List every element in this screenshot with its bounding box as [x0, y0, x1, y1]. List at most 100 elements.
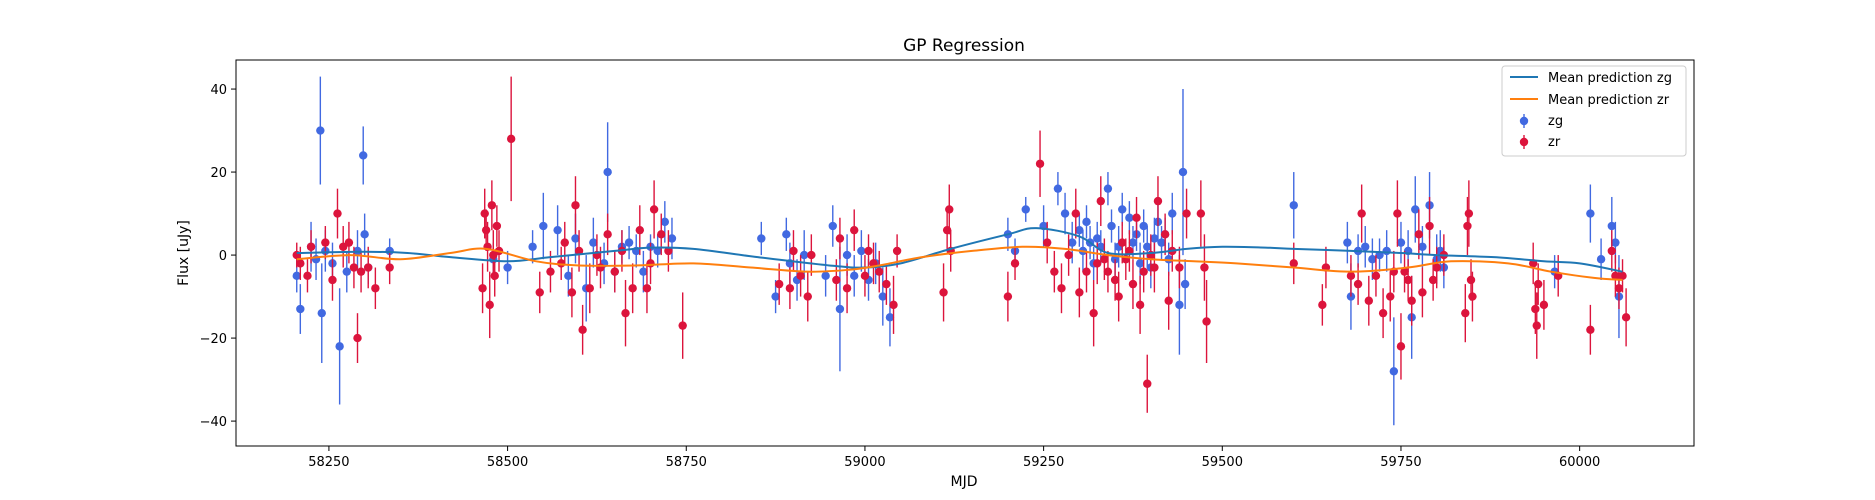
- point-zr-94: [1143, 379, 1152, 388]
- point-zr-80: [1089, 308, 1098, 318]
- point-zr-34: [585, 284, 594, 293]
- point-zg-40: [799, 250, 809, 260]
- y-axis: −40 −20 0 20 40: [200, 83, 236, 430]
- point-zg-84: [1178, 167, 1188, 177]
- point-zr-111: [1357, 209, 1366, 218]
- point-zr-59: [860, 271, 870, 281]
- point-zr-107: [1318, 300, 1327, 310]
- point-zg-33: [660, 217, 670, 227]
- point-zg-75: [1143, 242, 1152, 251]
- line-Mean prediction zr: [296, 245, 1623, 281]
- point-zr-119: [1400, 267, 1409, 276]
- point-zg-0: [292, 271, 301, 281]
- point-zg-105: [1586, 209, 1595, 218]
- point-zr-22: [490, 271, 499, 281]
- point-zr-103: [1196, 209, 1206, 218]
- point-zr-3: [306, 242, 316, 251]
- point-zr-53: [803, 292, 812, 301]
- point-zr-23: [492, 221, 502, 231]
- point-zr-71: [1010, 259, 1020, 268]
- point-zg-69: [1118, 205, 1127, 214]
- point-zr-70: [1003, 292, 1013, 301]
- point-zr-76: [1064, 250, 1073, 260]
- point-zg-28: [624, 238, 634, 247]
- point-zg-57: [1068, 238, 1077, 247]
- point-zg-42: [828, 221, 837, 231]
- point-zr-68: [945, 205, 954, 214]
- point-zr-43: [642, 284, 652, 293]
- point-zr-129: [1463, 221, 1472, 231]
- point-zr-144: [1621, 313, 1631, 322]
- point-zg-94: [1389, 367, 1399, 376]
- point-zg-106: [1596, 255, 1606, 264]
- point-zr-87: [1118, 238, 1127, 247]
- x-axis-label: MJD: [951, 474, 978, 490]
- y-tick-label-0: 0: [219, 249, 227, 264]
- point-zg-21: [571, 234, 580, 243]
- point-zr-57: [842, 284, 852, 293]
- point-zr-31: [571, 201, 580, 210]
- point-zg-23: [589, 238, 598, 247]
- point-zr-97: [1153, 196, 1163, 206]
- point-zr-142: [1614, 284, 1624, 293]
- point-zr-25: [506, 134, 516, 144]
- point-zr-96: [1150, 263, 1159, 272]
- point-zg-5: [317, 308, 326, 318]
- point-zg-19: [553, 225, 562, 235]
- point-zr-20: [487, 201, 497, 210]
- y-tick-label-20: 20: [210, 166, 227, 181]
- point-zg-55: [1053, 184, 1063, 193]
- point-zg-63: [1093, 234, 1102, 243]
- point-zg-16: [503, 263, 512, 272]
- point-zg-108: [1611, 238, 1620, 247]
- x-axis: 58250 58500 58750 59000 59250 59500 59750 60000: [308, 446, 1600, 470]
- point-zg-107: [1607, 221, 1617, 231]
- point-zg-17: [528, 242, 537, 251]
- point-zg-56: [1060, 209, 1070, 218]
- point-zr-132: [1468, 292, 1477, 301]
- point-zr-109: [1346, 271, 1356, 281]
- point-zr-121: [1407, 296, 1416, 305]
- point-zg-53: [1021, 205, 1030, 214]
- point-zr-73: [1042, 238, 1052, 247]
- point-zg-79: [1157, 238, 1166, 247]
- point-zg-8: [335, 342, 344, 351]
- point-zg-66: [1107, 221, 1116, 231]
- x-tick-label-59750: 59750: [1380, 455, 1421, 470]
- point-zg-41: [821, 271, 830, 281]
- x-tick-label-59250: 59250: [1023, 455, 1064, 470]
- point-zr-52: [796, 271, 805, 281]
- x-tick-label-58750: 58750: [666, 455, 707, 470]
- point-zr-29: [560, 238, 569, 247]
- point-zg-65: [1103, 184, 1113, 193]
- point-zr-101: [1175, 263, 1184, 272]
- point-zr-30: [567, 288, 577, 297]
- point-zg-85: [1180, 279, 1190, 289]
- point-zg-58: [1075, 225, 1084, 235]
- point-zr-112: [1364, 296, 1374, 305]
- point-zg-73: [1135, 259, 1145, 268]
- point-zr-48: [678, 321, 687, 330]
- plot-data-layer: [292, 76, 1631, 426]
- point-zg-12: [360, 230, 369, 239]
- point-zr-118: [1396, 342, 1406, 351]
- x-tick-label-59500: 59500: [1202, 455, 1243, 470]
- point-zr-41: [628, 284, 637, 293]
- point-zg-18: [539, 221, 548, 231]
- legend-label-zg-mean: Mean prediction zg: [1548, 71, 1672, 86]
- point-zr-16: [480, 209, 489, 218]
- point-zr-106: [1289, 259, 1298, 268]
- chart-title: GP Regression: [903, 36, 1025, 56]
- point-zr-62: [875, 267, 884, 276]
- point-zr-51: [789, 246, 798, 256]
- point-zr-99: [1164, 296, 1173, 305]
- point-zr-104: [1200, 263, 1209, 272]
- point-zr-11: [356, 267, 366, 276]
- point-zr-42: [635, 225, 645, 235]
- point-zr-1: [296, 259, 305, 268]
- point-zr-15: [478, 284, 487, 293]
- point-zg-87: [1343, 238, 1352, 247]
- point-zr-37: [603, 230, 612, 239]
- point-zr-117: [1393, 209, 1402, 218]
- point-zg-25: [603, 167, 612, 177]
